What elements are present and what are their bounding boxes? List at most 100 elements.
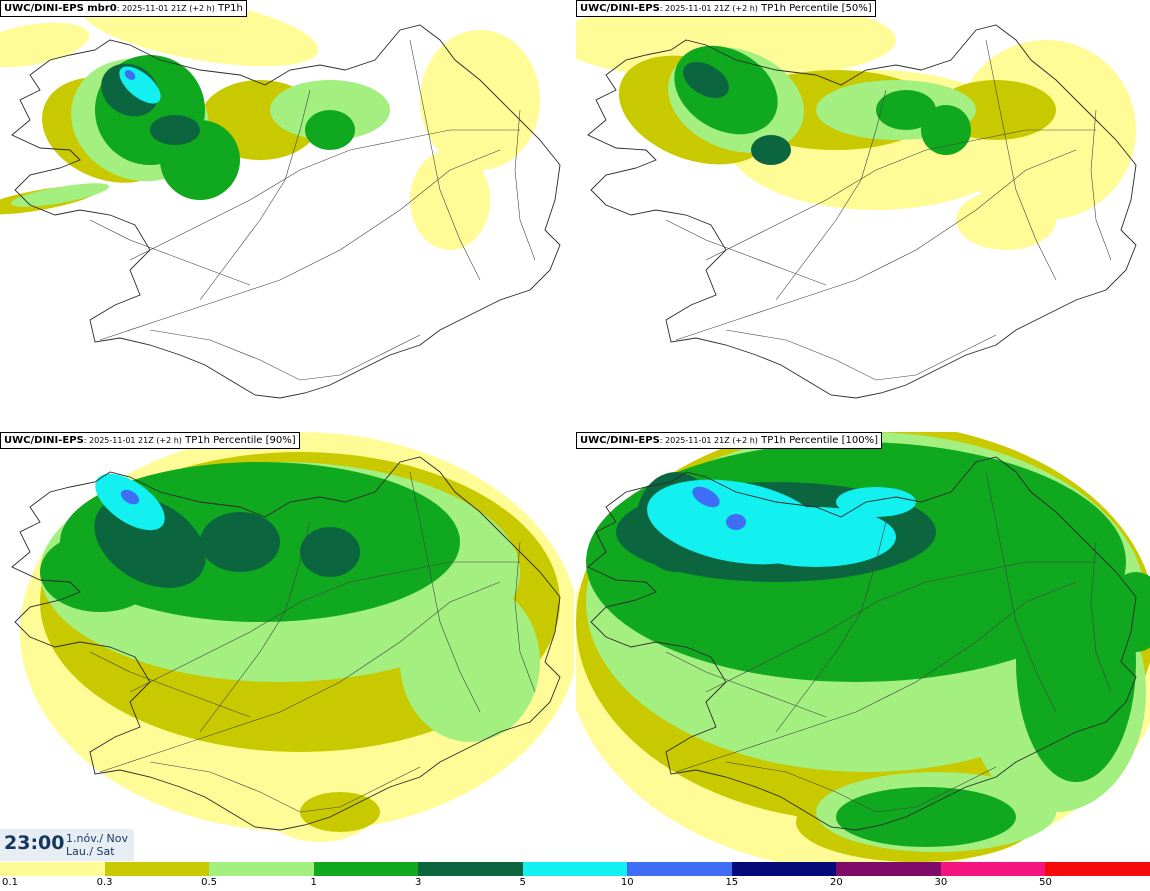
legend-label: 0.1: [2, 877, 18, 888]
coastline: [587, 24, 1137, 399]
precip-contour: [200, 512, 280, 572]
precip-map: [576, 432, 1150, 862]
road-line: [99, 149, 501, 341]
variable-label: TP1h Percentile [100%]: [761, 435, 879, 446]
valid-time-box: 23:00 1.nóv./ Nov Lau./ Sat: [0, 829, 134, 861]
road-line: [409, 39, 481, 281]
road-line: [1090, 109, 1112, 261]
precip-contour: [836, 787, 1016, 847]
precip-contour: [921, 105, 971, 155]
valid-time-clock: 23:00: [4, 832, 65, 854]
run-label: 2025-11-01 21Z (+2 h): [121, 4, 215, 13]
precip-field: [20, 432, 574, 842]
precip-contour: [120, 489, 140, 505]
legend-label: 10: [620, 877, 634, 888]
run-label: 2025-11-01 21Z (+2 h): [665, 436, 758, 445]
map-panel-p50: UWC/DINI-EPS: 2025-11-01 21Z (+2 h) TP1h…: [576, 0, 1150, 430]
variable-label: TP1h: [218, 3, 243, 14]
map-panel-member0: UWC/DINI-EPS mbr0: 2025-11-01 21Z (+2 h)…: [0, 0, 574, 430]
legend-swatch: [731, 862, 837, 876]
coastline: [587, 456, 1137, 831]
panel-title: UWC/DINI-EPS: 2025-11-01 21Z (+2 h) TP1h…: [576, 0, 876, 17]
road-line: [985, 39, 1057, 281]
model-label: UWC/DINI-EPS: [580, 3, 660, 14]
road-line: [89, 651, 251, 718]
road-line: [675, 581, 1077, 773]
road-line: [725, 761, 997, 813]
precip-contour: [410, 150, 490, 250]
panel-title: UWC/DINI-EPS: 2025-11-01 21Z (+2 h) TP1h…: [576, 432, 883, 449]
road-line: [149, 329, 421, 381]
variable-label: TP1h Percentile [50%]: [761, 3, 872, 14]
precip-contour: [956, 190, 1056, 250]
precip-contour: [692, 486, 720, 508]
run-label: 2025-11-01 21Z (+2 h): [89, 436, 182, 445]
legend-swatch: [0, 862, 105, 876]
road-line: [129, 129, 520, 261]
legend-swatch: [627, 862, 732, 876]
model-label: UWC/DINI-EPS: [580, 435, 660, 446]
coastline: [11, 456, 561, 831]
legend-swatch: [1045, 862, 1150, 876]
precip-contour: [420, 30, 540, 170]
run-label: 2025-11-01 21Z (+2 h): [665, 4, 758, 13]
color-legend-bar: [0, 862, 1150, 876]
precip-contour: [736, 507, 896, 567]
precip-contour: [683, 61, 729, 99]
legend-swatch: [313, 862, 419, 876]
road-line: [675, 149, 1077, 341]
road-line: [514, 541, 536, 693]
map-panel-p100: UWC/DINI-EPS: 2025-11-01 21Z (+2 h) TP1h…: [576, 432, 1150, 862]
model-label: UWC/DINI-EPS: [4, 435, 84, 446]
legend-swatch: [209, 862, 314, 876]
legend-label: 30: [934, 877, 948, 888]
legend-label: 15: [725, 877, 739, 888]
road-line: [99, 581, 501, 773]
precip-contour: [876, 90, 936, 130]
model-label: UWC/DINI-EPS mbr0: [4, 3, 117, 14]
road-line: [705, 129, 1096, 261]
road-line: [775, 89, 887, 301]
legend-label: 5: [519, 877, 526, 888]
road-line: [514, 109, 536, 261]
precip-map: [11, 432, 574, 842]
precip-field: [576, 432, 1150, 862]
panel-title: UWC/DINI-EPS mbr0: 2025-11-01 21Z (+2 h)…: [0, 0, 247, 17]
precip-contour: [726, 514, 746, 530]
legend-swatch: [836, 862, 941, 876]
precip-contour: [305, 110, 355, 150]
legend-swatch: [522, 862, 628, 876]
legend-swatch: [940, 862, 1046, 876]
road-line: [199, 521, 311, 733]
precip-contour: [751, 135, 791, 165]
coastline: [11, 24, 561, 399]
legend-label: 20: [829, 877, 843, 888]
precip-contour: [10, 183, 110, 207]
color-legend-labels: 0.1 0.3 0.5 1 3 5 10 15 20 30 50: [0, 877, 1150, 891]
valid-date-line1: 1.nóv./ Nov: [66, 832, 129, 845]
road-line: [665, 651, 827, 718]
precip-map: [0, 0, 561, 399]
road-line: [129, 561, 520, 693]
road-line: [199, 89, 311, 301]
panel-title: UWC/DINI-EPS: 2025-11-01 21Z (+2 h) TP1h…: [0, 432, 300, 449]
valid-date-line2: Lau./ Sat: [66, 845, 115, 858]
legend-label: 1: [310, 877, 317, 888]
road-line: [409, 471, 481, 713]
road-line: [89, 219, 251, 286]
road-line: [725, 329, 997, 381]
legend-swatch: [418, 862, 523, 876]
precip-contour: [1016, 542, 1136, 782]
legend-swatch: [104, 862, 210, 876]
precip-map: [576, 0, 1137, 399]
precip-contour: [124, 70, 136, 80]
legend-label: 0.3: [96, 877, 113, 888]
road-line: [1090, 541, 1112, 693]
precip-contour: [300, 527, 360, 577]
precip-field: [0, 0, 540, 250]
legend-label: 3: [414, 877, 422, 888]
precip-contour: [1106, 572, 1150, 652]
variable-label: TP1h Percentile [90%]: [185, 435, 296, 446]
legend-label: 0.5: [201, 877, 218, 888]
legend-label: 50: [1039, 877, 1052, 888]
